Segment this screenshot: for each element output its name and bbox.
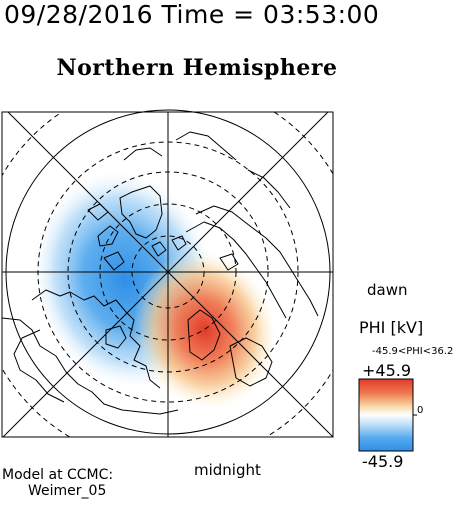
credit-line-2: Weimer_05: [28, 483, 107, 499]
model-credit: Model at CCMC: Weimer_05: [2, 467, 113, 499]
dawn-label: dawn: [367, 281, 408, 299]
colorbar-max-label: +45.9: [362, 361, 412, 380]
credit-line-1: Model at CCMC:: [2, 467, 114, 483]
map-title: Northern Hemisphere: [56, 55, 338, 81]
datetime-header: 09/28/2016 Time = 03:53:00: [4, 0, 380, 29]
positive-potential-cell: [133, 251, 277, 409]
colorbar-title: PHI [kV]: [359, 318, 424, 337]
potential-field: [31, 169, 277, 409]
map-frame: [1, 111, 334, 438]
coastlines: [1, 131, 319, 415]
colorbar-range: -45.9<PHI<36.2: [372, 346, 454, 357]
colorbar-zero-label: 0: [417, 405, 424, 416]
meridian-grid: [2, 112, 333, 437]
colorbar: [358, 378, 417, 452]
colorbar-gradient: [358, 378, 414, 452]
colorbar-min-label: -45.9: [362, 452, 404, 471]
midnight-label: midnight: [194, 461, 261, 479]
